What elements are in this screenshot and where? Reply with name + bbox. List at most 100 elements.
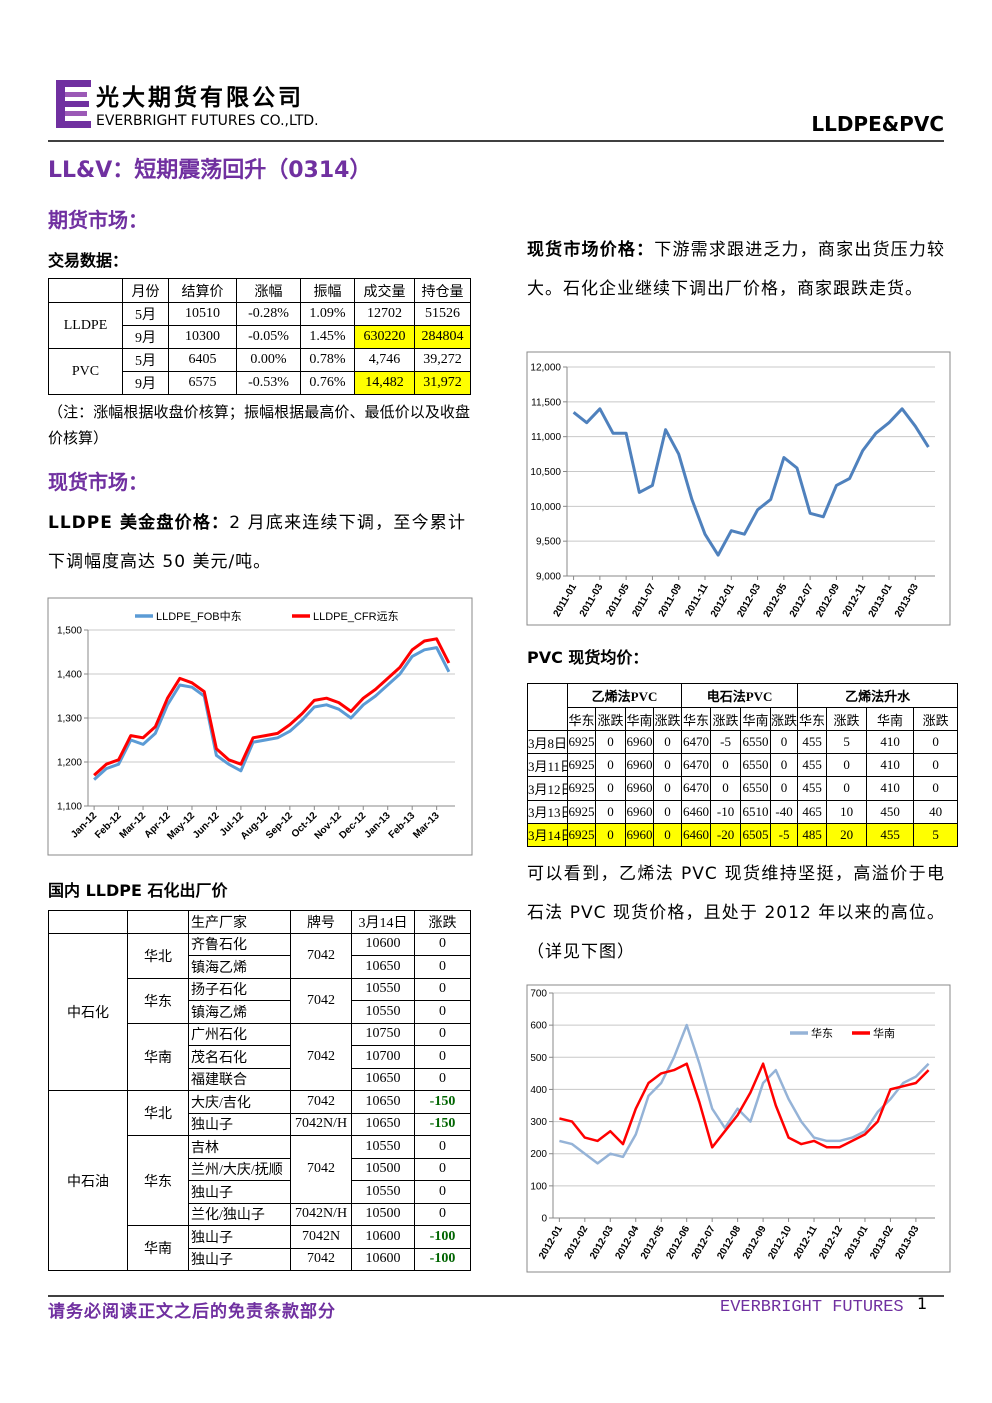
cell: 0	[770, 753, 799, 778]
table-title: PVC 现货均价：	[527, 648, 649, 667]
price-cell: 10550	[351, 1135, 415, 1159]
cell: 6460	[681, 822, 712, 847]
change-cell: 0	[414, 955, 471, 979]
cell: 5月	[122, 348, 169, 372]
sub-heading: 交易数据：	[48, 251, 129, 270]
price-cell: 10650	[351, 955, 415, 979]
brand-cell: 7042	[290, 977, 352, 1024]
section-heading: 现货市场：	[48, 470, 148, 494]
cell: 0	[913, 776, 959, 801]
para-text: 2 月底来连续下调，至今累计下调幅度高达 50 美元/吨。	[48, 513, 466, 572]
cell: 6925	[567, 822, 596, 847]
y-tick-label: 10,500	[530, 467, 561, 478]
y-tick-label: 1,100	[57, 802, 82, 813]
region-cell: 华东	[127, 1135, 189, 1226]
brand-cell: 7042	[290, 1022, 352, 1091]
price-cell: 10600	[351, 1225, 415, 1249]
data-row: 3月11日6925069600647006550045504100	[527, 753, 959, 778]
company-cn: 光大期货有限公司	[96, 85, 304, 111]
cell: 3月11日	[527, 753, 568, 778]
footer-brand: EVERBRIGHT FUTURES	[720, 1298, 904, 1317]
change-cell: 0	[414, 1022, 471, 1046]
cell: 0	[710, 753, 742, 778]
y-tick-label: 600	[530, 1021, 547, 1032]
region-cell: 华南	[127, 1225, 189, 1271]
data-row: 华南 独山子 7042N 10600 -100	[49, 1225, 471, 1271]
y-tick-label: 11,000	[531, 432, 561, 443]
producer-cell: 独山子	[188, 1225, 291, 1249]
futures-table: 月份 结算价 涨幅 振幅 成交量 持仓量 LLDPE 5月 10510 -0.28% 1.09% 12…	[48, 278, 471, 395]
cell: 39,272	[414, 348, 471, 372]
cell: -20	[710, 822, 742, 847]
cell: 6470	[681, 776, 712, 801]
cell: 14,482	[354, 371, 415, 395]
cell: 284804	[414, 325, 471, 349]
producer-cell: 福建联合	[188, 1067, 291, 1091]
subheader-cell: 华南	[625, 707, 654, 731]
cell: 455	[797, 776, 828, 801]
price-cell: 10550	[351, 977, 415, 1001]
subheader-row: 华东 涨跌 华南 涨跌 华东 涨跌 华南 涨跌 华东 涨跌 华南 涨跌	[528, 707, 959, 731]
producer-cell: 广州石化	[188, 1022, 291, 1046]
group-cell: 乙烯法PVC	[566, 683, 683, 708]
cell: 485	[797, 822, 828, 847]
price-cell: 10600	[351, 1247, 415, 1271]
cell: 31,972	[414, 371, 471, 395]
exfactory-table: 生产厂家 牌号 3月14日 涨跌 中石化 华北 齐鲁石化 7042 10600 0 镇海乙烯 1065…	[48, 910, 471, 1271]
para-label: LLDPE 美金盘价格：	[48, 513, 230, 533]
header-cell: 持仓量	[414, 278, 471, 303]
pvc-table-wrap: 乙烯法PVC 电石法PVC 乙烯法升水 华东 涨跌 华南 涨跌 华东 涨跌 华南 涨跌 华东 涨跌 华南涨…	[527, 683, 959, 847]
price-cell: 10650	[351, 1067, 415, 1091]
para-label: 现货市场价格：	[527, 240, 655, 260]
cell: 0	[710, 776, 742, 801]
legend-label: LLDPE_FOB中东	[156, 610, 242, 623]
paragraph: 现货市场价格：下游需求跟进乏力，商家出货压力较大。石化企业继续下调出厂价格，商家…	[527, 231, 945, 309]
cell: 6960	[625, 776, 654, 801]
data-row: LLDPE 5月 10510 -0.28% 1.09% 12702 51526	[48, 302, 471, 349]
data-row: 镇海乙烯 10650 0	[49, 955, 471, 979]
data-row: 镇海乙烯 10550 0	[49, 1000, 471, 1024]
subheader-cell: 涨跌	[652, 707, 683, 731]
cell: -5	[710, 729, 742, 755]
brand-cell: 7042N/H	[290, 1112, 352, 1136]
cell: 0	[595, 776, 626, 801]
cell: 20	[826, 822, 868, 847]
group-cell: 电石法PVC	[681, 683, 799, 708]
data-row: 3月8日 6925 0 6960 0 6470 -5 6550 0 455 5 410 0	[527, 729, 959, 755]
company-cell: 中石化	[48, 932, 128, 1091]
cell: 4,746	[354, 348, 415, 372]
data-row: PVC 5月 6405 0.00% 0.78% 4,746 39,272	[48, 348, 471, 395]
cell: 6470	[681, 729, 712, 755]
cell: 6960	[625, 822, 654, 847]
note: （注：涨幅根据收盘价核算；振幅根据最高价、最低价以及收盘价核算）	[48, 403, 470, 447]
cell: 3月8日	[527, 729, 568, 755]
header-row: 生产厂家 牌号 3月14日 涨跌	[48, 910, 471, 934]
change-cell: -150	[414, 1112, 471, 1136]
section-heading: 期货市场：	[48, 208, 148, 232]
header-cell: 成交量	[354, 278, 415, 303]
brand-cell: 7042	[290, 932, 352, 979]
change-cell: 0	[414, 1135, 471, 1159]
cell: -10	[710, 799, 742, 824]
header-cell	[48, 278, 123, 303]
series-line	[559, 1023, 930, 1165]
cell: 6550	[740, 776, 772, 801]
region-cell: 华南	[127, 1022, 189, 1091]
cell: 5	[913, 822, 959, 847]
subheader-cell: 华东	[797, 707, 828, 731]
change-cell: 0	[414, 1067, 471, 1091]
cell: 465	[797, 799, 828, 824]
y-tick-label: 9,500	[536, 537, 561, 548]
cell: 10300	[168, 325, 237, 349]
group-cell: PVC	[48, 348, 123, 395]
paragraph: 可以看到，乙烯法 PVC 现货维持坚挺，高溢价于电石法 PVC 现货价格，且处于…	[527, 864, 945, 962]
y-tick-label: 10,000	[530, 502, 561, 513]
y-tick-label: 700	[530, 989, 547, 1000]
data-row: 9月 6575 -0.53% 0.76% 14,482 31,972	[49, 371, 471, 395]
cell: 0	[595, 753, 626, 778]
y-tick-label: 1,300	[57, 714, 82, 725]
cell: 450	[866, 799, 915, 824]
